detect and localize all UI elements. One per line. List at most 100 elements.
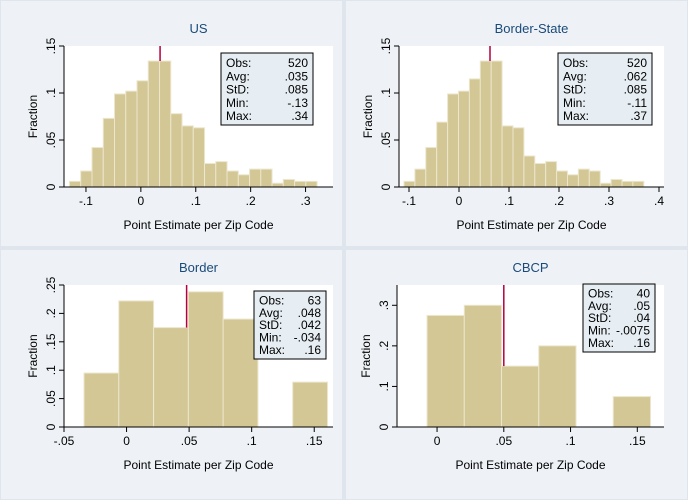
stats-label-obs: Obs:: [563, 56, 588, 70]
stats-box-frame: [582, 283, 656, 353]
y-tick-label: .15: [379, 37, 393, 54]
y-tick-label: 0: [379, 183, 393, 190]
histogram-bar: [102, 117, 116, 188]
histogram-bar: [436, 121, 449, 188]
histogram-panel-4: CBCP 0 .05 .1 .15 0 .1 .2 .3 Point Estimate per Z…: [346, 250, 687, 499]
x-axis-label: Point Estimate per Zip Code: [123, 218, 273, 232]
x-tick-label: .05: [495, 434, 512, 448]
stats-box: Obs: 520 Avg: .035 StD: .085 Min: -.13 Max: .34: [220, 52, 314, 126]
histogram-bar: [534, 163, 547, 188]
stats-label-avg: Avg:: [563, 69, 587, 83]
histogram-panel-3: Border -.05 0 .05 .1 .15 0 .05 .1 .15 .2 .25 Point E…: [1, 250, 342, 499]
histogram-bar: [463, 304, 503, 428]
x-tick-label: .15: [629, 434, 646, 448]
x-tick-label: .15: [306, 434, 323, 448]
stats-value-obs: 520: [627, 56, 647, 70]
stats-value-min: -.034: [294, 331, 322, 345]
histogram-bar: [414, 168, 427, 188]
x-tick-label: .4: [654, 194, 664, 208]
stats-label-std: StD:: [588, 311, 611, 325]
histogram-bar: [260, 168, 273, 188]
stats-value-std: .042: [298, 318, 322, 332]
histogram-bar: [490, 60, 503, 188]
stats-box: Obs: 520 Avg: .062 StD: .085 Min: -.11 Max: .37: [557, 52, 653, 126]
histogram-bar: [292, 381, 328, 428]
histogram-bar: [222, 318, 259, 428]
histogram-bar: [588, 170, 601, 188]
histogram-bar: [425, 147, 438, 188]
chart-title: US: [189, 21, 207, 36]
x-tick-label: -.1: [79, 194, 93, 208]
y-tick-label: .15: [44, 37, 58, 54]
x-tick-label: .1: [191, 194, 201, 208]
histogram-bar: [632, 180, 645, 188]
stats-label-min: Min:: [226, 96, 249, 110]
histogram-bar: [153, 327, 189, 428]
histogram-bar: [458, 90, 470, 188]
stats-value-std: .04: [633, 311, 650, 325]
histogram-bar: [187, 291, 224, 428]
x-tick-label: .05: [181, 434, 198, 448]
y-tick-label: .1: [379, 88, 393, 98]
stats-value-min: -.11: [627, 96, 647, 110]
stats-label-min: Min:: [563, 96, 586, 110]
histogram-bar: [612, 396, 652, 428]
x-tick-label: .1: [566, 434, 576, 448]
stats-value-max: .16: [633, 336, 650, 350]
histogram-bar: [125, 90, 138, 188]
histogram-bar: [501, 125, 514, 188]
stats-label-std: StD:: [259, 318, 282, 332]
histogram-bar: [80, 170, 93, 188]
histogram-bar: [305, 180, 318, 188]
y-tick-label: .1: [377, 381, 391, 391]
stats-label-min: Min:: [259, 331, 282, 345]
histogram-bar: [282, 178, 296, 188]
stats-value-avg: .062: [624, 69, 648, 83]
stats-label-max: Max:: [563, 109, 589, 123]
histogram-bar: [271, 182, 284, 188]
y-axis-label: Fraction: [359, 334, 373, 377]
chart-title: Border-State: [495, 21, 569, 36]
stats-label-obs: Obs:: [588, 286, 613, 300]
x-tick-label: .1: [247, 434, 257, 448]
histogram-bar: [545, 161, 558, 188]
stats-value-max: .34: [291, 109, 308, 123]
histogram-bar: [577, 168, 590, 188]
histogram-bar: [118, 300, 155, 428]
histogram-bar: [159, 60, 172, 188]
x-tick-label: .3: [604, 194, 614, 208]
x-tick-label: -.1: [402, 194, 416, 208]
histogram-bar: [83, 372, 120, 428]
histogram-bar: [447, 93, 460, 188]
x-tick-label: 0: [434, 434, 441, 448]
stats-label-avg: Avg:: [259, 306, 283, 320]
histogram-bar: [192, 127, 206, 188]
stats-value-obs: 63: [308, 293, 322, 307]
stats-value-avg: .05: [633, 299, 650, 313]
histogram-bar: [567, 174, 579, 188]
y-tick-label: .15: [44, 333, 58, 350]
stats-value-max: .37: [630, 109, 647, 123]
stats-value-std: .085: [624, 83, 648, 97]
histogram-bar: [136, 80, 149, 188]
y-axis-label: Fraction: [26, 334, 40, 377]
stats-label-max: Max:: [588, 336, 614, 350]
stats-value-obs: 520: [288, 56, 308, 70]
x-tick-label: .3: [301, 194, 311, 208]
histogram-bar: [91, 147, 104, 188]
histogram-bar: [114, 93, 127, 188]
histogram-panel-2: Border-State -.1 0 .1 .2 .3 .4 0 .05 .1 .15 Point E…: [346, 1, 687, 246]
histogram-bar: [512, 127, 525, 188]
histogram-bar: [538, 345, 577, 428]
x-tick-label: .2: [554, 194, 564, 208]
stats-value-avg: .048: [298, 306, 322, 320]
histogram-bar: [68, 180, 82, 188]
stats-value-min: -.0075: [616, 324, 650, 338]
x-tick-label: .1: [504, 194, 514, 208]
stats-value-avg: .035: [285, 69, 309, 83]
x-tick-label: -.05: [54, 434, 75, 448]
histogram-bar: [523, 155, 536, 188]
y-tick-label: .05: [44, 390, 58, 407]
stats-box: Obs: 63 Avg: .048 StD: .042 Min: -.034 Max: .16: [253, 290, 327, 360]
stats-value-obs: 40: [637, 286, 651, 300]
